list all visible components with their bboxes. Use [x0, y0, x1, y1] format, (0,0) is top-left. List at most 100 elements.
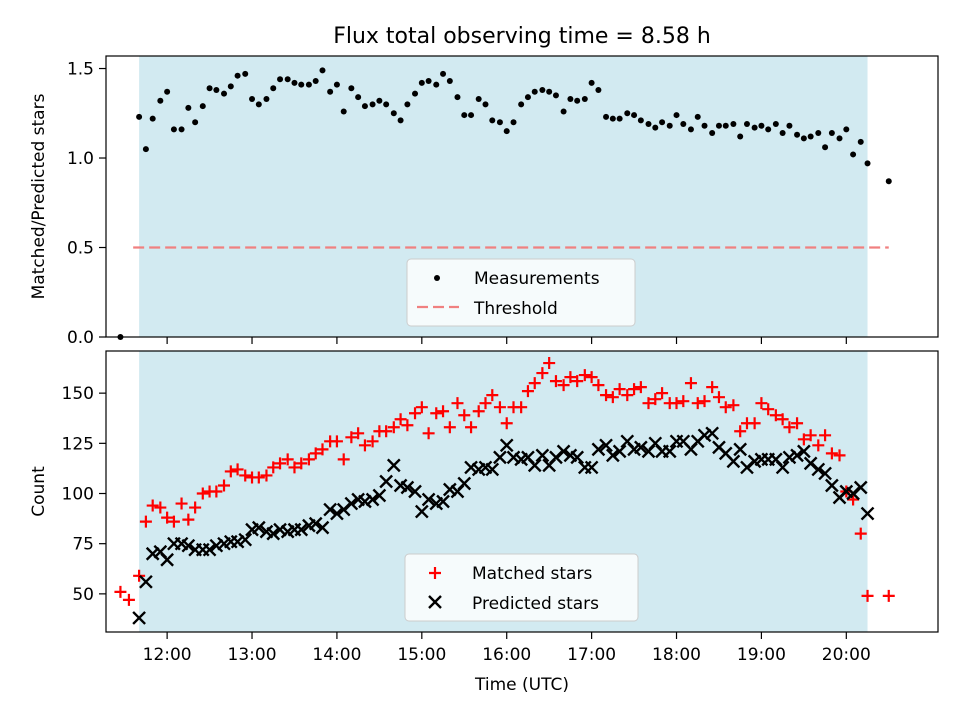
measurement-point	[397, 117, 404, 124]
measurement-point	[567, 95, 574, 102]
x-tick-label: 16:00	[482, 645, 531, 665]
measurement-point	[468, 112, 475, 119]
matched-star-point	[139, 515, 152, 528]
matched-star-point	[592, 379, 605, 392]
measurement-point	[242, 70, 249, 77]
matched-star-point	[677, 395, 690, 408]
predicted-star-point	[825, 478, 839, 493]
measurement-point	[333, 81, 340, 88]
y-axis-label: Matched/Predicted stars	[29, 93, 49, 299]
predicted-star-point	[634, 440, 648, 455]
matched-star-point	[854, 527, 867, 540]
predicted-star-point	[726, 454, 741, 469]
predicted-star-point	[818, 466, 832, 481]
matched-star-point	[161, 511, 174, 524]
measurement-point	[800, 135, 807, 142]
predicted-star-point	[372, 488, 387, 503]
matched-star-point	[783, 421, 796, 434]
matched-star-point	[791, 417, 804, 430]
matched-star-point	[762, 403, 775, 416]
y-tick-label: 1.5	[67, 60, 94, 80]
bottom-panel: 12:00 13:00 14:00 15:00 16:00 17:00 18:00 19:00…	[29, 350, 939, 695]
matched-star-point	[578, 369, 591, 382]
measurement-point	[376, 97, 383, 104]
measurement-point	[786, 122, 793, 129]
matched-star-point	[727, 399, 740, 412]
measurement-point	[510, 119, 517, 126]
measurement-point	[885, 178, 892, 185]
matched-star-point	[628, 383, 641, 396]
measurement-point	[461, 112, 468, 119]
measurement-point	[836, 135, 843, 142]
matched-star-point	[719, 401, 732, 414]
predicted-star-point	[584, 460, 599, 475]
measurement-point	[390, 110, 397, 117]
measurement-point	[418, 79, 425, 86]
predicted-star-point	[139, 574, 153, 589]
matched-star-point	[536, 367, 549, 380]
measurement-point	[185, 104, 192, 111]
predicted-star-point	[251, 520, 266, 535]
measurement-point	[779, 129, 786, 136]
y-tick-label: 75	[72, 535, 94, 555]
measurement-point	[305, 81, 312, 88]
measurement-point	[213, 87, 220, 94]
y-tick-label: 50	[72, 585, 94, 605]
measurement-point	[263, 95, 270, 102]
y-tick-label: 100	[62, 485, 94, 505]
matched-star-point	[776, 413, 789, 426]
matched-star-point	[274, 457, 287, 470]
matched-star-point	[571, 375, 584, 388]
measurement-point	[552, 92, 559, 99]
measurement-point	[843, 126, 850, 133]
matched-star-point	[734, 425, 747, 438]
measurement-point	[758, 122, 765, 129]
measurement-point	[531, 88, 538, 95]
predicted-star-point	[556, 444, 571, 459]
matched-star-point	[196, 487, 209, 500]
matched-star-point	[684, 377, 697, 390]
matched-star-point	[465, 421, 478, 434]
measurement-point	[737, 133, 744, 140]
measurement-point	[574, 97, 581, 104]
matched-star-point	[564, 371, 577, 384]
matched-star-point	[472, 405, 485, 418]
measurement-point	[142, 146, 149, 153]
matched-star-point	[175, 497, 188, 510]
matched-star-point	[239, 469, 252, 482]
matched-star-point	[231, 463, 244, 476]
matched-star-point	[252, 471, 265, 484]
matched-star-point	[394, 413, 407, 426]
legend-measurements-label: Measurements	[474, 269, 600, 289]
bottom-axes-frame	[105, 350, 939, 633]
measurement-point	[631, 112, 638, 119]
matched-star-point	[281, 453, 294, 466]
measurement-point	[722, 122, 729, 129]
matched-star-point	[600, 389, 613, 402]
legend-threshold-label: Threshold	[473, 299, 558, 319]
measurement-point	[234, 72, 241, 79]
matched-star-point	[819, 429, 832, 442]
top-panel: 0.0 0.5 1.0 1.5 Matched/Predicted stars Measu…	[29, 55, 939, 348]
measurement-point	[136, 113, 143, 120]
measurement-point	[807, 133, 814, 140]
measurement-point	[355, 94, 362, 101]
y-tick-label: 125	[62, 434, 94, 454]
measurement-point	[291, 79, 298, 86]
matched-star-point	[182, 513, 195, 526]
measurement-point	[475, 95, 482, 102]
predicted-star-point	[485, 462, 500, 477]
x-tick-label: 13:00	[228, 645, 277, 665]
matched-star-point	[706, 381, 719, 394]
predicted-star-point	[605, 448, 620, 463]
predicted-star-point	[386, 458, 401, 473]
chart-title: Flux total observing time = 8.58 h	[333, 24, 711, 49]
measurement-point	[404, 101, 411, 108]
measurement-point	[227, 83, 234, 90]
matched-star-point	[543, 357, 556, 370]
matched-star-point	[309, 447, 322, 460]
legend-measurements-marker	[434, 275, 440, 281]
measurement-point	[433, 81, 440, 88]
measurement-point	[659, 119, 666, 126]
measurement-point	[828, 129, 835, 136]
